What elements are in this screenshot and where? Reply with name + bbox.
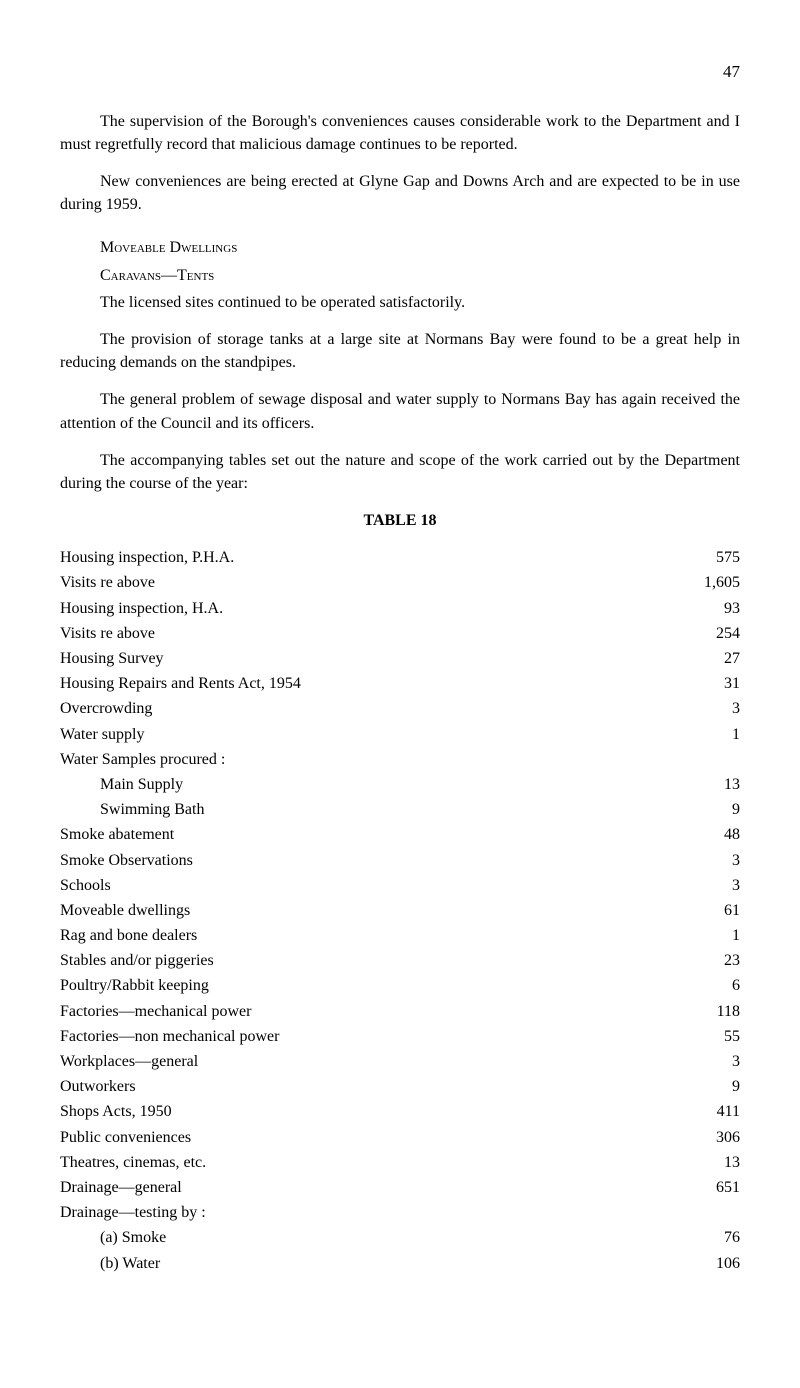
table-value: 76: [660, 1226, 740, 1249]
table-label: Smoke Observations: [60, 849, 193, 872]
table-row: Smoke Observations 3: [60, 849, 740, 872]
table-row: Drainage—testing by :: [60, 1201, 740, 1224]
table-label: Poultry/Rabbit keeping: [60, 974, 209, 997]
table-label: (a) Smoke: [100, 1226, 166, 1249]
data-table: Housing inspection, P.H.A.575Visits re a…: [60, 546, 740, 1274]
table-label: Drainage—general: [60, 1176, 182, 1199]
table-row: Housing inspection, P.H.A. 575: [60, 546, 740, 569]
table-label: Housing Repairs and Rents Act, 1954: [60, 672, 301, 695]
table-row: Water Samples procured :: [60, 748, 740, 771]
table-row: Visits re above 1,605: [60, 571, 740, 594]
table-label: Housing inspection, H.A.: [60, 597, 223, 620]
table-row: Workplaces—general 3: [60, 1050, 740, 1073]
table-row: Overcrowding 3: [60, 697, 740, 720]
table-label: Visits re above: [60, 622, 155, 645]
table-value: 9: [660, 1075, 740, 1098]
table-value: 575: [660, 546, 740, 569]
table-row: Water supply 1: [60, 723, 740, 746]
table-value: 31: [660, 672, 740, 695]
table-value: 1: [660, 723, 740, 746]
table-row: Factories—mechanical power 118: [60, 1000, 740, 1023]
table-label: Visits re above: [60, 571, 155, 594]
table-label: Factories—mechanical power: [60, 1000, 251, 1023]
table-label: Water Samples procured :: [60, 748, 225, 771]
table-value: 27: [660, 647, 740, 670]
table-label: Main Supply: [100, 773, 183, 796]
paragraph-6: The accompanying tables set out the natu…: [60, 449, 740, 495]
table-value: 3: [660, 697, 740, 720]
paragraph-3: The licensed sites continued to be opera…: [60, 291, 740, 314]
table-row: Housing Survey 27: [60, 647, 740, 670]
table-label: Housing Survey: [60, 647, 164, 670]
table-value: 48: [660, 823, 740, 846]
table-value: 13: [660, 1151, 740, 1174]
table-label: Water supply: [60, 723, 144, 746]
table-row: Housing inspection, H.A. 93: [60, 597, 740, 620]
table-label: Smoke abatement: [60, 823, 174, 846]
page-number: 47: [60, 60, 740, 85]
table-value: 9: [660, 798, 740, 821]
table-value: 3: [660, 849, 740, 872]
table-row: Housing Repairs and Rents Act, 1954 31: [60, 672, 740, 695]
table-label: Drainage—testing by :: [60, 1201, 206, 1224]
table-label: Public conveniences: [60, 1126, 191, 1149]
table-row: Schools 3: [60, 874, 740, 897]
table-label: Overcrowding: [60, 697, 152, 720]
table-row: Smoke abatement 48: [60, 823, 740, 846]
table-row: Visits re above 254: [60, 622, 740, 645]
table-value: 106: [660, 1252, 740, 1275]
table-value: 3: [660, 874, 740, 897]
sub-heading-caravans: Caravans—Tents: [60, 264, 740, 287]
table-label: Workplaces—general: [60, 1050, 198, 1073]
table-row: Main Supply 13: [60, 773, 740, 796]
table-value: 254: [660, 622, 740, 645]
table-label: Housing inspection, P.H.A.: [60, 546, 234, 569]
table-label: Outworkers: [60, 1075, 136, 1098]
table-row: Shops Acts, 1950 411: [60, 1100, 740, 1123]
table-row: Drainage—general 651: [60, 1176, 740, 1199]
table-row: Poultry/Rabbit keeping 6: [60, 974, 740, 997]
table-label: Moveable dwellings: [60, 899, 190, 922]
table-row: Outworkers 9: [60, 1075, 740, 1098]
table-label: Rag and bone dealers: [60, 924, 197, 947]
table-row: Stables and/or piggeries 23: [60, 949, 740, 972]
paragraph-2: New conveniences are being erected at Gl…: [60, 170, 740, 216]
table-value: 23: [660, 949, 740, 972]
table-value: 3: [660, 1050, 740, 1073]
table-row: Moveable dwellings 61: [60, 899, 740, 922]
table-label: Factories—non mechanical power: [60, 1025, 279, 1048]
table-label: Schools: [60, 874, 111, 897]
table-value: 1,605: [660, 571, 740, 594]
paragraph-1: The supervision of the Borough's conveni…: [60, 110, 740, 156]
table-title: TABLE 18: [60, 509, 740, 532]
section-heading-moveable: Moveable Dwellings: [60, 236, 740, 259]
table-label: Swimming Bath: [100, 798, 204, 821]
table-label: Theatres, cinemas, etc.: [60, 1151, 206, 1174]
table-row: Rag and bone dealers 1: [60, 924, 740, 947]
table-value: 306: [660, 1126, 740, 1149]
table-row: (a) Smoke 76: [60, 1226, 740, 1249]
table-label: (b) Water: [100, 1252, 160, 1275]
table-row: Theatres, cinemas, etc. 13: [60, 1151, 740, 1174]
table-value: 93: [660, 597, 740, 620]
table-value: 411: [660, 1100, 740, 1123]
table-label: Shops Acts, 1950: [60, 1100, 172, 1123]
table-value: 118: [660, 1000, 740, 1023]
paragraph-5: The general problem of sewage disposal a…: [60, 388, 740, 434]
table-label: Stables and/or piggeries: [60, 949, 214, 972]
table-value: 1: [660, 924, 740, 947]
table-row: Public conveniences 306: [60, 1126, 740, 1149]
table-row: Factories—non mechanical power 55: [60, 1025, 740, 1048]
table-value: 61: [660, 899, 740, 922]
table-value: 13: [660, 773, 740, 796]
table-value: 6: [660, 974, 740, 997]
table-value: 651: [660, 1176, 740, 1199]
paragraph-4: The provision of storage tanks at a larg…: [60, 328, 740, 374]
table-row: Swimming Bath 9: [60, 798, 740, 821]
table-row: (b) Water 106: [60, 1252, 740, 1275]
table-value: 55: [660, 1025, 740, 1048]
